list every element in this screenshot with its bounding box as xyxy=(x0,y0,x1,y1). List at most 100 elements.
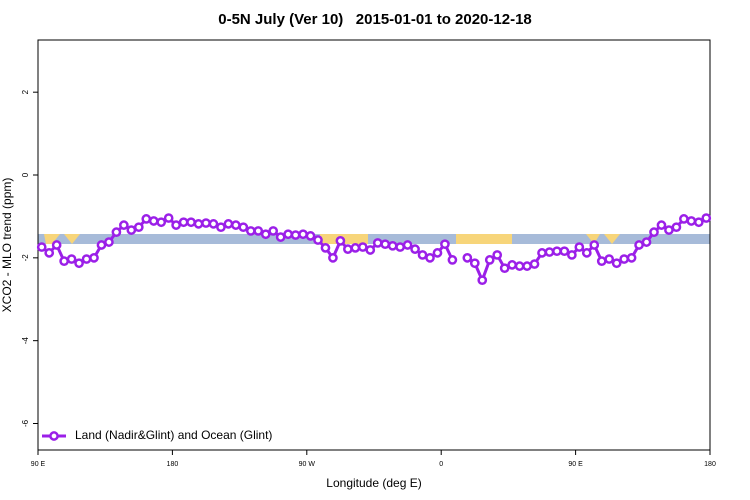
data-point xyxy=(89,252,99,263)
data-point xyxy=(290,230,301,240)
y-tick-label: -4 xyxy=(21,337,30,345)
x-tick-label: 90 E xyxy=(568,461,583,468)
data-point xyxy=(395,242,405,252)
data-point xyxy=(387,240,398,251)
data-point xyxy=(529,259,540,269)
data-point xyxy=(313,235,323,245)
data-point xyxy=(186,217,196,228)
data-point xyxy=(649,227,659,238)
data-point xyxy=(335,236,346,246)
y-axis-label: XCO2 - MLO trend (ppm) xyxy=(0,178,14,313)
data-point xyxy=(693,217,704,228)
data-point xyxy=(96,240,107,250)
legend-marker xyxy=(49,431,59,441)
data-point xyxy=(604,254,615,264)
data-point xyxy=(253,226,264,236)
data-point xyxy=(328,252,338,263)
data-point xyxy=(552,246,562,257)
data-point xyxy=(148,216,159,226)
data-point xyxy=(201,218,211,228)
data-point xyxy=(611,258,622,269)
x-tick-label: 180 xyxy=(704,461,716,468)
data-point xyxy=(44,248,55,258)
data-point xyxy=(104,237,114,247)
data-point xyxy=(664,225,674,235)
data-point xyxy=(350,243,361,253)
data-point xyxy=(522,261,532,271)
data-point xyxy=(641,237,652,247)
data-point xyxy=(59,256,69,267)
data-point xyxy=(686,216,697,226)
data-point xyxy=(410,244,420,254)
y-tick-label: 2 xyxy=(21,89,30,94)
data-point xyxy=(417,250,428,260)
data-point xyxy=(171,220,181,230)
data-point xyxy=(365,245,376,255)
data-point xyxy=(492,250,503,260)
data-point xyxy=(74,258,84,269)
data-point xyxy=(119,220,129,230)
data-point xyxy=(469,258,480,269)
data-point xyxy=(283,229,293,240)
data-point xyxy=(66,254,77,264)
data-point xyxy=(320,243,331,253)
data-point xyxy=(679,214,689,224)
x-tick-label: 90 W xyxy=(299,461,316,468)
data-point xyxy=(559,246,570,257)
data-point xyxy=(574,242,585,252)
y-tick-label: 0 xyxy=(21,172,30,177)
data-point xyxy=(432,248,443,258)
data-point xyxy=(216,222,226,233)
data-point xyxy=(499,263,510,274)
data-point xyxy=(581,248,592,258)
data-point xyxy=(223,219,234,229)
data-point xyxy=(596,256,607,267)
data-point xyxy=(440,239,450,250)
data-point xyxy=(238,222,249,233)
data-point xyxy=(133,222,144,233)
data-point xyxy=(51,240,62,250)
data-point xyxy=(357,242,368,252)
data-point xyxy=(537,248,547,258)
data-point xyxy=(626,252,637,263)
data-point xyxy=(484,255,495,265)
data-point xyxy=(268,226,279,236)
data-point xyxy=(111,227,122,238)
data-point xyxy=(231,220,241,230)
data-point xyxy=(656,220,667,230)
data-point xyxy=(81,254,92,264)
data-point xyxy=(208,219,219,229)
data-point xyxy=(156,217,167,228)
data-point xyxy=(163,213,174,223)
y-tick-label: -6 xyxy=(21,419,30,427)
data-point xyxy=(589,240,600,250)
y-tick-label: -2 xyxy=(21,254,30,262)
data-point xyxy=(619,254,629,264)
legend: Land (Nadir&Glint) and Ocean (Glint) xyxy=(42,428,272,442)
data-point xyxy=(402,240,413,250)
data-point xyxy=(567,250,577,260)
data-point xyxy=(447,255,458,265)
legend-label: Land (Nadir&Glint) and Ocean (Glint) xyxy=(75,428,272,442)
data-point xyxy=(462,252,473,263)
data-point xyxy=(141,214,152,224)
x-axis-label: Longitude (deg E) xyxy=(326,476,421,490)
chart-title: 0-5N July (Ver 10) 2015-01-01 to 2020-12… xyxy=(218,11,532,28)
data-point xyxy=(36,242,47,252)
data-point xyxy=(298,229,308,240)
data-point xyxy=(671,222,682,233)
data-point xyxy=(372,238,383,248)
data-point xyxy=(126,225,137,235)
data-point xyxy=(514,261,525,271)
data-point xyxy=(544,247,555,257)
x-tick-label: 180 xyxy=(167,461,179,468)
data-point xyxy=(245,226,256,236)
x-tick-label: 90 E xyxy=(31,461,46,468)
data-point xyxy=(701,213,712,223)
data-point xyxy=(507,260,517,270)
data-point xyxy=(343,244,353,254)
data-point xyxy=(305,231,316,241)
data-point xyxy=(425,252,435,263)
data-point xyxy=(193,219,204,229)
